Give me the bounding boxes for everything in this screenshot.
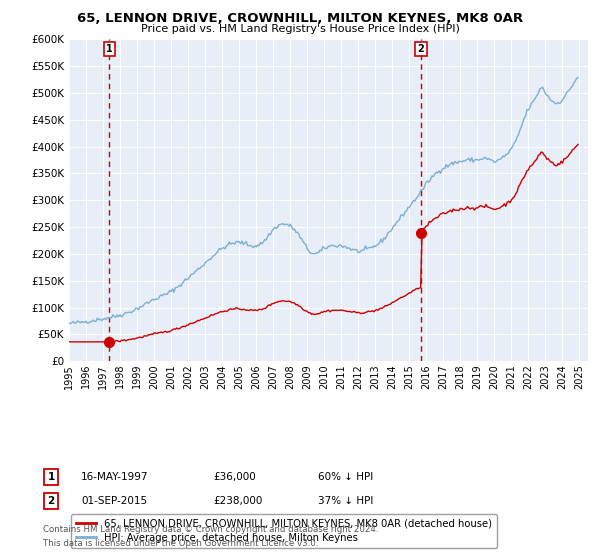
Text: 37% ↓ HPI: 37% ↓ HPI	[318, 496, 373, 506]
Text: 01-SEP-2015: 01-SEP-2015	[81, 496, 147, 506]
Text: 65, LENNON DRIVE, CROWNHILL, MILTON KEYNES, MK8 0AR: 65, LENNON DRIVE, CROWNHILL, MILTON KEYN…	[77, 12, 523, 25]
Text: 2: 2	[47, 496, 55, 506]
Text: Contains HM Land Registry data © Crown copyright and database right 2024.: Contains HM Land Registry data © Crown c…	[43, 525, 379, 534]
Text: £238,000: £238,000	[213, 496, 262, 506]
Text: Price paid vs. HM Land Registry's House Price Index (HPI): Price paid vs. HM Land Registry's House …	[140, 24, 460, 34]
Text: 16-MAY-1997: 16-MAY-1997	[81, 472, 149, 482]
Text: This data is licensed under the Open Government Licence v3.0.: This data is licensed under the Open Gov…	[43, 539, 319, 548]
Text: 1: 1	[47, 472, 55, 482]
Text: 1: 1	[106, 44, 113, 54]
Text: £36,000: £36,000	[213, 472, 256, 482]
Text: 60% ↓ HPI: 60% ↓ HPI	[318, 472, 373, 482]
Text: 2: 2	[418, 44, 424, 54]
Legend: 65, LENNON DRIVE, CROWNHILL, MILTON KEYNES, MK8 0AR (detached house), HPI: Avera: 65, LENNON DRIVE, CROWNHILL, MILTON KEYN…	[71, 514, 497, 548]
